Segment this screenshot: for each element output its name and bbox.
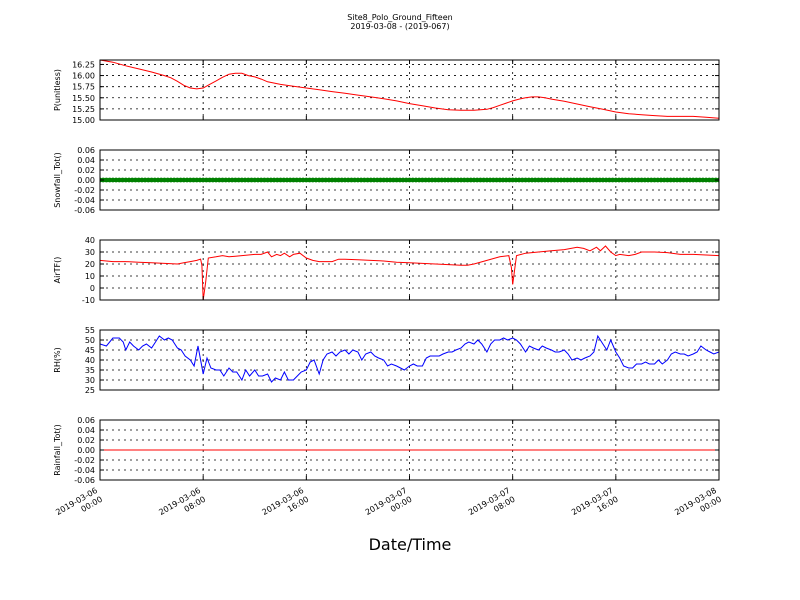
series-markers: [100, 177, 719, 183]
x-tick-label: 2019-03-0608:00: [157, 486, 207, 526]
y-tick-label: 0.02: [77, 166, 95, 175]
y-axis-label: P(unitless): [53, 69, 62, 111]
y-tick-label: 0.00: [77, 446, 95, 455]
y-tick-label: -0.02: [74, 186, 95, 195]
y-axis-label: AirTF(): [53, 257, 62, 284]
y-tick-label: 0.04: [77, 426, 95, 435]
panel-1: 15.00 15.25 15.50 15.75 16.00 16.25 P(unitless…: [53, 59, 720, 125]
x-tick-label: 2019-03-0800:00: [673, 486, 723, 526]
gridlines: [99, 60, 720, 121]
x-tick-labels: 2019-03-0600:00 2019-03-0608:00 2019-03-06…: [54, 486, 723, 526]
y-tick-label: -0.06: [74, 476, 95, 485]
y-tick-label: -10: [82, 296, 95, 305]
y-tick-label: -0.02: [74, 456, 95, 465]
y-tick-label: 30: [85, 376, 95, 385]
y-tick-label: 16.25: [72, 60, 95, 69]
panel-3: -10 0 10 20 30 40 AirTF(): [53, 236, 720, 305]
y-axis-label: Snowfall_Tot(): [53, 152, 62, 208]
y-tick-label: 0.06: [77, 146, 95, 155]
chart-subtitle: 2019-03-08 - (2019-067): [350, 22, 449, 31]
panels-group: 15.00 15.25 15.50 15.75 16.00 16.25 P(unitless…: [53, 59, 720, 485]
y-tick-label: 15.25: [72, 105, 95, 114]
panel-2: -0.06-0.04-0.020.000.020.040.06 Snowfall_…: [53, 146, 720, 215]
gridlines: [99, 239, 720, 301]
y-tick-label: -0.04: [74, 466, 95, 475]
y-tick-label: 0.06: [77, 416, 95, 425]
gridlines: [99, 329, 720, 391]
y-tick-label: 10: [85, 272, 95, 281]
y-tick-label: 0.04: [77, 156, 95, 165]
y-tick-label: 20: [85, 260, 95, 269]
x-tick-label: 2019-03-0716:00: [570, 486, 620, 526]
y-tick-label: -0.04: [74, 196, 95, 205]
y-tick-label: 15.75: [72, 83, 95, 92]
y-axis-label: Rainfall_Tot(): [53, 424, 62, 476]
series-line: [100, 60, 719, 119]
y-tick-label: 15.50: [72, 94, 95, 103]
y-tick-label: 40: [85, 356, 95, 365]
x-tick-label: 2019-03-0708:00: [467, 486, 517, 526]
panel-5: -0.06-0.04-0.020.000.020.040.06 Rainfall_…: [53, 416, 720, 485]
y-tick-label: 40: [85, 236, 95, 245]
x-tick-label: 2019-03-0616:00: [261, 486, 311, 526]
y-tick-label: 16.00: [72, 72, 95, 81]
x-tick-label: 2019-03-0600:00: [54, 486, 104, 526]
y-tick-label: 0.02: [77, 436, 95, 445]
y-tick-label: 30: [85, 248, 95, 257]
y-tick-label: 35: [85, 366, 95, 375]
y-tick-label: 0: [90, 284, 95, 293]
y-tick-label: 0.00: [77, 176, 95, 185]
series-line: [100, 334, 719, 383]
x-axis-label: Date/Time: [369, 535, 452, 554]
chart-title: Site8_Polo_Ground_Fifteen: [347, 13, 452, 22]
y-tick-label: 15.00: [72, 116, 95, 125]
y-tick-label: 25: [85, 386, 95, 395]
x-tick-label: 2019-03-0700:00: [364, 486, 414, 526]
y-tick-label: 45: [85, 346, 95, 355]
y-tick-label: 50: [85, 336, 95, 345]
y-tick-label: 55: [85, 326, 95, 335]
y-tick-label: -0.06: [74, 206, 95, 215]
y-axis-label: RH(%): [53, 347, 62, 372]
series-line: [100, 245, 719, 300]
